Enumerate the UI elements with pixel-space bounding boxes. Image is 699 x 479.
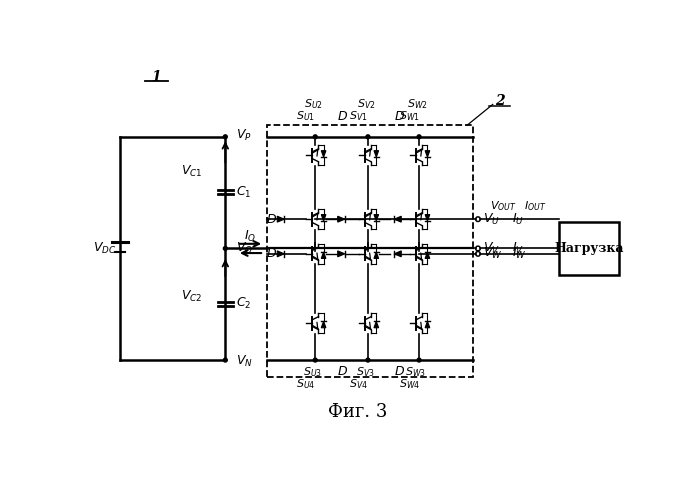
Polygon shape (322, 321, 326, 328)
Text: $I_W$: $I_W$ (512, 246, 526, 262)
Text: $S_{V3}$: $S_{V3}$ (356, 365, 374, 378)
Text: $I_{OUT}$: $I_{OUT}$ (524, 199, 546, 213)
Circle shape (224, 358, 227, 362)
Text: $D$: $D$ (337, 365, 348, 378)
Text: Фиг. 3: Фиг. 3 (328, 403, 387, 421)
Text: $S_{V1}$: $S_{V1}$ (350, 109, 368, 123)
Text: $V_O$: $V_O$ (236, 241, 253, 256)
Circle shape (224, 247, 227, 251)
Polygon shape (374, 321, 379, 328)
Circle shape (224, 135, 227, 139)
Polygon shape (322, 151, 326, 157)
Text: $V_P$: $V_P$ (236, 128, 252, 143)
Text: $S_{W3}$: $S_{W3}$ (405, 365, 426, 378)
Polygon shape (425, 252, 430, 259)
Polygon shape (338, 216, 345, 222)
Circle shape (313, 358, 317, 362)
Polygon shape (394, 216, 401, 222)
Text: $S_{W2}$: $S_{W2}$ (407, 97, 428, 111)
Circle shape (313, 135, 317, 139)
Polygon shape (338, 251, 345, 257)
Text: $S_{U1}$: $S_{U1}$ (296, 109, 315, 123)
Text: 1: 1 (151, 70, 160, 84)
Polygon shape (425, 321, 430, 328)
Polygon shape (425, 151, 430, 157)
Polygon shape (374, 252, 379, 259)
Text: $V_N$: $V_N$ (236, 354, 253, 369)
Text: $V_{OUT}$: $V_{OUT}$ (489, 199, 517, 213)
Circle shape (366, 358, 370, 362)
Text: $I_V$: $I_V$ (512, 241, 524, 256)
Text: $V_W$: $V_W$ (484, 246, 503, 262)
Text: Нагрузка: Нагрузка (554, 242, 624, 255)
Polygon shape (322, 252, 326, 259)
Text: $D$: $D$ (394, 365, 405, 378)
Text: $V_{DC}$: $V_{DC}$ (93, 241, 116, 256)
Text: $I_U$: $I_U$ (512, 212, 524, 227)
Polygon shape (278, 251, 284, 257)
Text: $V_V$: $V_V$ (484, 241, 500, 256)
Text: $V_{C2}$: $V_{C2}$ (181, 289, 202, 304)
Text: $C_2$: $C_2$ (236, 297, 252, 311)
Text: $V_{C1}$: $V_{C1}$ (180, 164, 202, 179)
Text: $D$: $D$ (266, 247, 277, 260)
Bar (559, 222, 619, 274)
Text: $S_{W4}$: $S_{W4}$ (399, 377, 420, 391)
Polygon shape (278, 216, 284, 222)
Text: $I_O$: $I_O$ (244, 228, 257, 244)
Text: $S_{U2}$: $S_{U2}$ (304, 97, 323, 111)
Polygon shape (394, 251, 401, 257)
Text: $V_U$: $V_U$ (484, 212, 500, 227)
Polygon shape (374, 151, 379, 157)
Text: $S_{U4}$: $S_{U4}$ (296, 377, 315, 391)
Circle shape (366, 135, 370, 139)
Text: $D$: $D$ (266, 213, 277, 226)
Text: $S_{V2}$: $S_{V2}$ (357, 97, 375, 111)
Text: $S_{W1}$: $S_{W1}$ (399, 109, 420, 123)
Text: $C_1$: $C_1$ (236, 185, 252, 200)
Text: 2: 2 (495, 94, 505, 108)
Circle shape (417, 135, 421, 139)
Text: $S_{U3}$: $S_{U3}$ (303, 365, 322, 378)
Polygon shape (374, 215, 379, 221)
Text: $S_{V4}$: $S_{V4}$ (350, 377, 368, 391)
Polygon shape (425, 215, 430, 221)
Circle shape (417, 358, 421, 362)
Text: $D$: $D$ (394, 110, 405, 123)
Polygon shape (322, 215, 326, 221)
Text: $D$: $D$ (337, 110, 348, 123)
